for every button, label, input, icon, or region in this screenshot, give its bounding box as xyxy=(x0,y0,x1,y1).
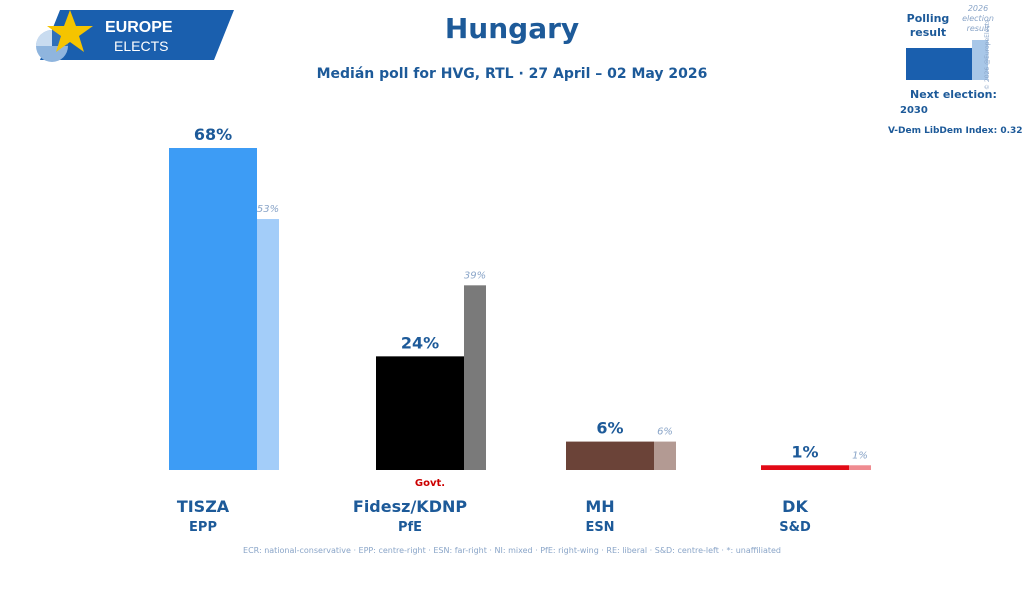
election-value-label: 1% xyxy=(852,450,868,461)
party-group-label: EPP xyxy=(189,520,217,535)
legend-election-swatch xyxy=(972,40,988,80)
election-value-label: 6% xyxy=(657,427,673,438)
poll-value-label: 6% xyxy=(596,419,623,438)
party-group-label: S&D xyxy=(779,520,811,535)
party-name-label: MH xyxy=(585,497,614,516)
election-bar xyxy=(849,465,871,470)
legend-polling-label: Polling result xyxy=(906,12,950,39)
chart-subtitle: Medián poll for HVG, RTL · 27 April – 02… xyxy=(316,66,708,82)
party-group-label: ESN xyxy=(585,520,614,535)
legend-poll-swatch xyxy=(906,48,972,80)
poll-bar xyxy=(169,148,257,470)
logo-line1: EUROPE xyxy=(105,19,173,36)
election-bar xyxy=(257,219,279,470)
party-name-label: Fidesz/KDNP xyxy=(353,497,467,516)
chart-title: Hungary xyxy=(444,12,580,45)
bar-chart: 68% 53% TISZA EPP 24% 39% Fidesz/KDNP PfE 6% 6% MH… xyxy=(169,125,871,535)
legend-election-label: 2026 election result xyxy=(962,4,994,33)
party-name-label: TISZA xyxy=(177,497,230,516)
next-election-label: Next election: xyxy=(910,88,997,101)
poll-value-label: 24% xyxy=(401,333,439,352)
election-bar xyxy=(654,441,676,470)
poll-value-label: 1% xyxy=(791,442,818,461)
logo-line2: ELECTS xyxy=(114,38,168,54)
poll-bar xyxy=(376,356,464,470)
vdem-index: V-Dem LibDem Index: 0.32 xyxy=(888,126,1023,136)
election-value-label: 53% xyxy=(257,204,279,215)
poll-bar xyxy=(761,465,849,470)
election-bar xyxy=(464,285,486,470)
europe-elects-logo: EUROPE ELECTS xyxy=(36,10,234,62)
poll-bar xyxy=(566,441,654,470)
legend: Polling result 2026 election result © 20… xyxy=(880,0,1023,145)
party-group-label: PfE xyxy=(398,520,422,535)
election-value-label: 39% xyxy=(464,270,486,281)
next-election-year: 2030 xyxy=(900,105,928,116)
poll-value-label: 68% xyxy=(194,125,232,144)
govt-annotation: Govt. xyxy=(415,478,445,489)
footer-note: ECR: national-conservative · EPP: centre… xyxy=(243,546,781,555)
party-name-label: DK xyxy=(782,497,808,516)
